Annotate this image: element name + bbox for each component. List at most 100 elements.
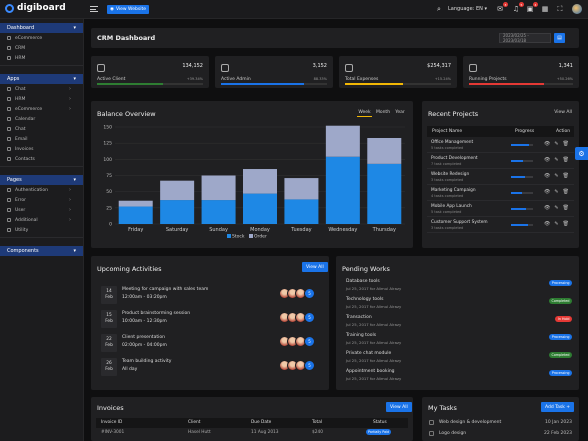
bar-order[interactable]: [201, 175, 236, 201]
task-checkbox[interactable]: [429, 431, 434, 436]
activity-participants[interactable]: 5: [279, 288, 315, 299]
eye-icon[interactable]: 👁: [544, 157, 551, 163]
brand[interactable]: digiboard: [5, 3, 66, 13]
activity-participants[interactable]: 5: [279, 312, 315, 323]
edit-icon[interactable]: ✎: [554, 141, 559, 147]
bar-stock[interactable]: [284, 199, 319, 224]
edit-icon[interactable]: ✎: [554, 221, 559, 227]
view-website-button[interactable]: ◉ View Website: [107, 5, 149, 14]
list-item[interactable]: 15 Feb Product brainstorming session 10:…: [101, 308, 323, 330]
sidebar-item-hrm[interactable]: HRM: [0, 53, 83, 63]
period-year[interactable]: Year: [395, 110, 405, 115]
sidebar-item-chat[interactable]: Chat ›: [0, 84, 83, 94]
chat-icon[interactable]: ✉ 3: [497, 2, 508, 13]
invoices-view-all-button[interactable]: View All: [386, 402, 412, 412]
table-row[interactable]: Mobile App Launch 5 task completed 👁 ✎ 🗑: [427, 201, 574, 217]
table-row[interactable]: #INV-3001 Hasel Hutt 11 Aug 2013 $240 Pa…: [96, 428, 408, 438]
trash-icon[interactable]: 🗑: [562, 221, 569, 227]
notification-icon[interactable]: ♫ 5: [512, 2, 524, 13]
edit-icon[interactable]: ✎: [554, 205, 559, 211]
trash-icon[interactable]: 🗑: [562, 189, 569, 195]
eye-icon[interactable]: 👁: [544, 205, 551, 211]
activity-participants[interactable]: 5: [279, 360, 315, 371]
cart-icon[interactable]: ▣ 4: [526, 2, 538, 13]
sidebar-item-contacts[interactable]: Contacts: [0, 154, 83, 164]
bar-stock[interactable]: [118, 206, 153, 224]
list-item[interactable]: 26 Feb Team building activity All day 5: [101, 356, 323, 378]
table-row[interactable]: Product Development 7 task completed 👁 ✎…: [427, 153, 574, 169]
grid-icon[interactable]: ▦: [541, 5, 549, 13]
bar-order[interactable]: [160, 180, 195, 201]
sidebar-item-chat-2[interactable]: Chat: [0, 124, 83, 134]
bar-stock[interactable]: [160, 200, 195, 224]
list-item[interactable]: Appointment booking Jul 25, 2017 for Ali…: [346, 368, 572, 384]
list-item[interactable]: Transaction Jul 25, 2017 for Alimul Alra…: [346, 314, 572, 330]
bar-order[interactable]: [118, 200, 153, 207]
bar-order[interactable]: [325, 125, 360, 157]
list-item[interactable]: Web design & development 10 Jan 2023: [429, 419, 572, 428]
list-item[interactable]: Database tools Jul 25, 2017 for Alimul A…: [346, 278, 572, 294]
period-month[interactable]: Month: [375, 110, 391, 115]
sidebar-item-email[interactable]: Email: [0, 134, 83, 144]
trash-icon[interactable]: 🗑: [562, 157, 569, 163]
settings-gear-button[interactable]: ⚙: [575, 147, 588, 160]
sidebar-head-pages[interactable]: Pages ▾: [0, 175, 83, 185]
edit-icon[interactable]: ✎: [554, 189, 559, 195]
edit-icon[interactable]: ✎: [554, 157, 559, 163]
sidebar-head-components[interactable]: Components ▾: [0, 246, 83, 256]
sidebar-head-apps[interactable]: Apps ▾: [0, 74, 83, 84]
add-task-button[interactable]: Add Task +: [541, 402, 575, 412]
trash-icon[interactable]: 🗑: [562, 141, 569, 147]
sidebar-item-additional[interactable]: Additional ›: [0, 215, 83, 225]
sidebar-item-utility[interactable]: Utility: [0, 225, 83, 235]
legend-label[interactable]: Stock: [232, 234, 245, 240]
sidebar-item-calendar[interactable]: Calendar: [0, 114, 83, 124]
sidebar-item-invoices[interactable]: Invoices: [0, 144, 83, 154]
language-selector[interactable]: Language: EN ▾: [448, 6, 487, 12]
list-item[interactable]: 22 Feb Client presentation 02:00pm - 04:…: [101, 332, 323, 354]
sidebar-item-hrm-app[interactable]: HRM ›: [0, 94, 83, 104]
date-range-input[interactable]: 2023/02/25 - 2023/03/18: [499, 33, 551, 43]
trash-icon[interactable]: 🗑: [562, 173, 569, 179]
legend-label[interactable]: Order: [254, 234, 267, 240]
sidebar-item-ecommerce[interactable]: eCommerce: [0, 33, 83, 43]
search-icon[interactable]: ⌕: [437, 4, 441, 13]
sidebar-item-authentication[interactable]: Authentication ›: [0, 185, 83, 195]
upcoming-view-all-button[interactable]: View All: [302, 262, 328, 272]
bar-order[interactable]: [284, 178, 319, 200]
list-item[interactable]: Technology tools Jul 25, 2017 for Alimul…: [346, 296, 572, 312]
eye-icon[interactable]: 👁: [544, 189, 551, 195]
list-item[interactable]: Training tools Jul 25, 2017 for Alimul A…: [346, 332, 572, 348]
list-item[interactable]: Private chat module Jul 25, 2017 for Ali…: [346, 350, 572, 366]
table-row[interactable]: Website Redesign 3 tasks completed 👁 ✎ 🗑: [427, 169, 574, 185]
activity-participants[interactable]: 5: [279, 336, 315, 347]
bar-order[interactable]: [243, 169, 277, 194]
eye-icon[interactable]: 👁: [544, 141, 551, 147]
eye-icon[interactable]: 👁: [544, 221, 551, 227]
table-row[interactable]: Marketing Campaign 4 tasks completed 👁 ✎…: [427, 185, 574, 201]
list-item[interactable]: 14 Feb Meeting for campaign with sales t…: [101, 284, 323, 306]
table-row[interactable]: Customer Support System 3 tasks complete…: [427, 217, 574, 233]
trash-icon[interactable]: 🗑: [562, 205, 569, 211]
edit-icon[interactable]: ✎: [554, 173, 559, 179]
bar-order[interactable]: [367, 137, 402, 164]
sidebar-item-ecommerce-app[interactable]: eCommerce ›: [0, 104, 83, 114]
user-avatar[interactable]: [572, 4, 582, 14]
sidebar-item-user[interactable]: User ›: [0, 205, 83, 215]
fullscreen-icon[interactable]: ⛶: [557, 4, 563, 13]
bar-stock[interactable]: [243, 193, 277, 224]
bar-stock[interactable]: [367, 163, 402, 224]
projects-view-all[interactable]: View All: [554, 110, 572, 115]
list-item[interactable]: Logo design 22 Feb 2023: [429, 430, 572, 439]
sidebar-item-crm[interactable]: CRM: [0, 43, 83, 53]
bar-stock[interactable]: [201, 200, 236, 224]
hamburger-menu-icon[interactable]: [90, 6, 98, 12]
period-week[interactable]: Week: [357, 108, 372, 117]
task-checkbox[interactable]: [429, 420, 434, 425]
calendar-button[interactable]: ▤: [554, 33, 565, 43]
eye-icon[interactable]: 👁: [544, 173, 551, 179]
sidebar-item-error[interactable]: Error ›: [0, 195, 83, 205]
sidebar-head-dashboard[interactable]: Dashboard ▾: [0, 23, 83, 33]
bar-stock[interactable]: [325, 156, 360, 224]
table-row[interactable]: Office Management 5 tasks completed 👁 ✎ …: [427, 137, 574, 153]
